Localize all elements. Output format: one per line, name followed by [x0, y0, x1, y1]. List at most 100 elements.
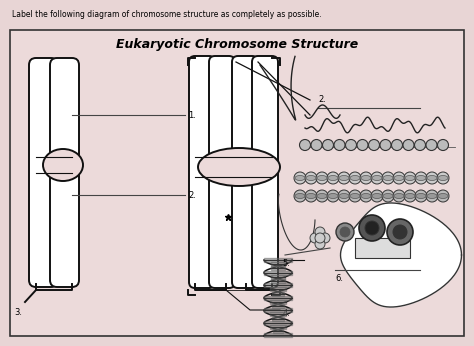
Circle shape: [360, 190, 372, 202]
FancyBboxPatch shape: [209, 56, 235, 288]
Text: 1.: 1.: [188, 110, 196, 119]
Ellipse shape: [339, 193, 349, 199]
Text: 5.: 5.: [282, 259, 290, 268]
Circle shape: [336, 223, 354, 241]
Ellipse shape: [438, 193, 448, 199]
Circle shape: [365, 221, 379, 235]
Circle shape: [316, 172, 328, 184]
Circle shape: [359, 215, 385, 241]
Circle shape: [315, 239, 325, 249]
Circle shape: [310, 233, 320, 243]
Circle shape: [393, 190, 405, 202]
Circle shape: [305, 190, 317, 202]
FancyBboxPatch shape: [189, 56, 215, 288]
Ellipse shape: [427, 193, 437, 199]
Ellipse shape: [350, 175, 360, 181]
Ellipse shape: [317, 193, 327, 199]
Text: 3.: 3.: [14, 308, 22, 317]
Ellipse shape: [405, 193, 415, 199]
Text: 2.: 2.: [188, 191, 196, 200]
Ellipse shape: [427, 175, 437, 181]
Ellipse shape: [350, 193, 360, 199]
Ellipse shape: [416, 193, 426, 199]
Ellipse shape: [295, 193, 305, 199]
Circle shape: [437, 172, 449, 184]
Ellipse shape: [328, 193, 338, 199]
Ellipse shape: [405, 175, 415, 181]
Circle shape: [414, 139, 426, 151]
Circle shape: [311, 139, 322, 151]
Ellipse shape: [306, 193, 316, 199]
Circle shape: [338, 190, 350, 202]
FancyBboxPatch shape: [50, 58, 79, 287]
Circle shape: [334, 139, 345, 151]
Ellipse shape: [339, 175, 349, 181]
Circle shape: [322, 139, 334, 151]
Circle shape: [393, 172, 405, 184]
Circle shape: [357, 139, 368, 151]
Circle shape: [392, 139, 402, 151]
Circle shape: [368, 139, 380, 151]
Text: 6.: 6.: [335, 274, 343, 283]
Circle shape: [315, 233, 325, 243]
Circle shape: [371, 190, 383, 202]
Circle shape: [294, 190, 306, 202]
Ellipse shape: [328, 175, 338, 181]
Ellipse shape: [295, 175, 305, 181]
Circle shape: [371, 172, 383, 184]
Circle shape: [404, 172, 416, 184]
Circle shape: [380, 139, 391, 151]
Circle shape: [382, 172, 394, 184]
Ellipse shape: [306, 175, 316, 181]
Circle shape: [316, 190, 328, 202]
Ellipse shape: [361, 175, 371, 181]
Ellipse shape: [383, 175, 393, 181]
Ellipse shape: [394, 193, 404, 199]
Circle shape: [426, 190, 438, 202]
Circle shape: [349, 190, 361, 202]
Circle shape: [360, 172, 372, 184]
Bar: [355, 238, 410, 258]
Circle shape: [338, 172, 350, 184]
Ellipse shape: [416, 175, 426, 181]
FancyBboxPatch shape: [232, 56, 258, 288]
Polygon shape: [340, 203, 462, 307]
Circle shape: [415, 172, 427, 184]
Circle shape: [404, 190, 416, 202]
Circle shape: [300, 139, 310, 151]
Circle shape: [320, 233, 330, 243]
Circle shape: [382, 190, 394, 202]
Ellipse shape: [438, 175, 448, 181]
Ellipse shape: [361, 193, 371, 199]
Circle shape: [415, 190, 427, 202]
Text: Eukaryotic Chromosome Structure: Eukaryotic Chromosome Structure: [116, 38, 358, 51]
Bar: [10, 30, 464, 336]
Text: Label the following diagram of chromosome structure as completely as possible.: Label the following diagram of chromosom…: [12, 10, 322, 19]
Circle shape: [387, 219, 413, 245]
Ellipse shape: [372, 193, 382, 199]
FancyBboxPatch shape: [252, 56, 278, 288]
Ellipse shape: [198, 148, 280, 186]
Circle shape: [327, 190, 339, 202]
Ellipse shape: [372, 175, 382, 181]
Ellipse shape: [43, 149, 83, 181]
Ellipse shape: [383, 193, 393, 199]
Text: 2.: 2.: [318, 95, 326, 104]
Circle shape: [349, 172, 361, 184]
Circle shape: [426, 139, 437, 151]
Circle shape: [437, 190, 449, 202]
Circle shape: [315, 227, 325, 237]
Circle shape: [403, 139, 414, 151]
Ellipse shape: [317, 175, 327, 181]
Circle shape: [294, 172, 306, 184]
FancyBboxPatch shape: [29, 58, 58, 287]
Circle shape: [426, 172, 438, 184]
Circle shape: [346, 139, 356, 151]
Circle shape: [438, 139, 448, 151]
Circle shape: [340, 227, 350, 237]
Text: 4.: 4.: [283, 310, 291, 319]
Circle shape: [305, 172, 317, 184]
Circle shape: [393, 225, 407, 239]
Circle shape: [327, 172, 339, 184]
Ellipse shape: [394, 175, 404, 181]
